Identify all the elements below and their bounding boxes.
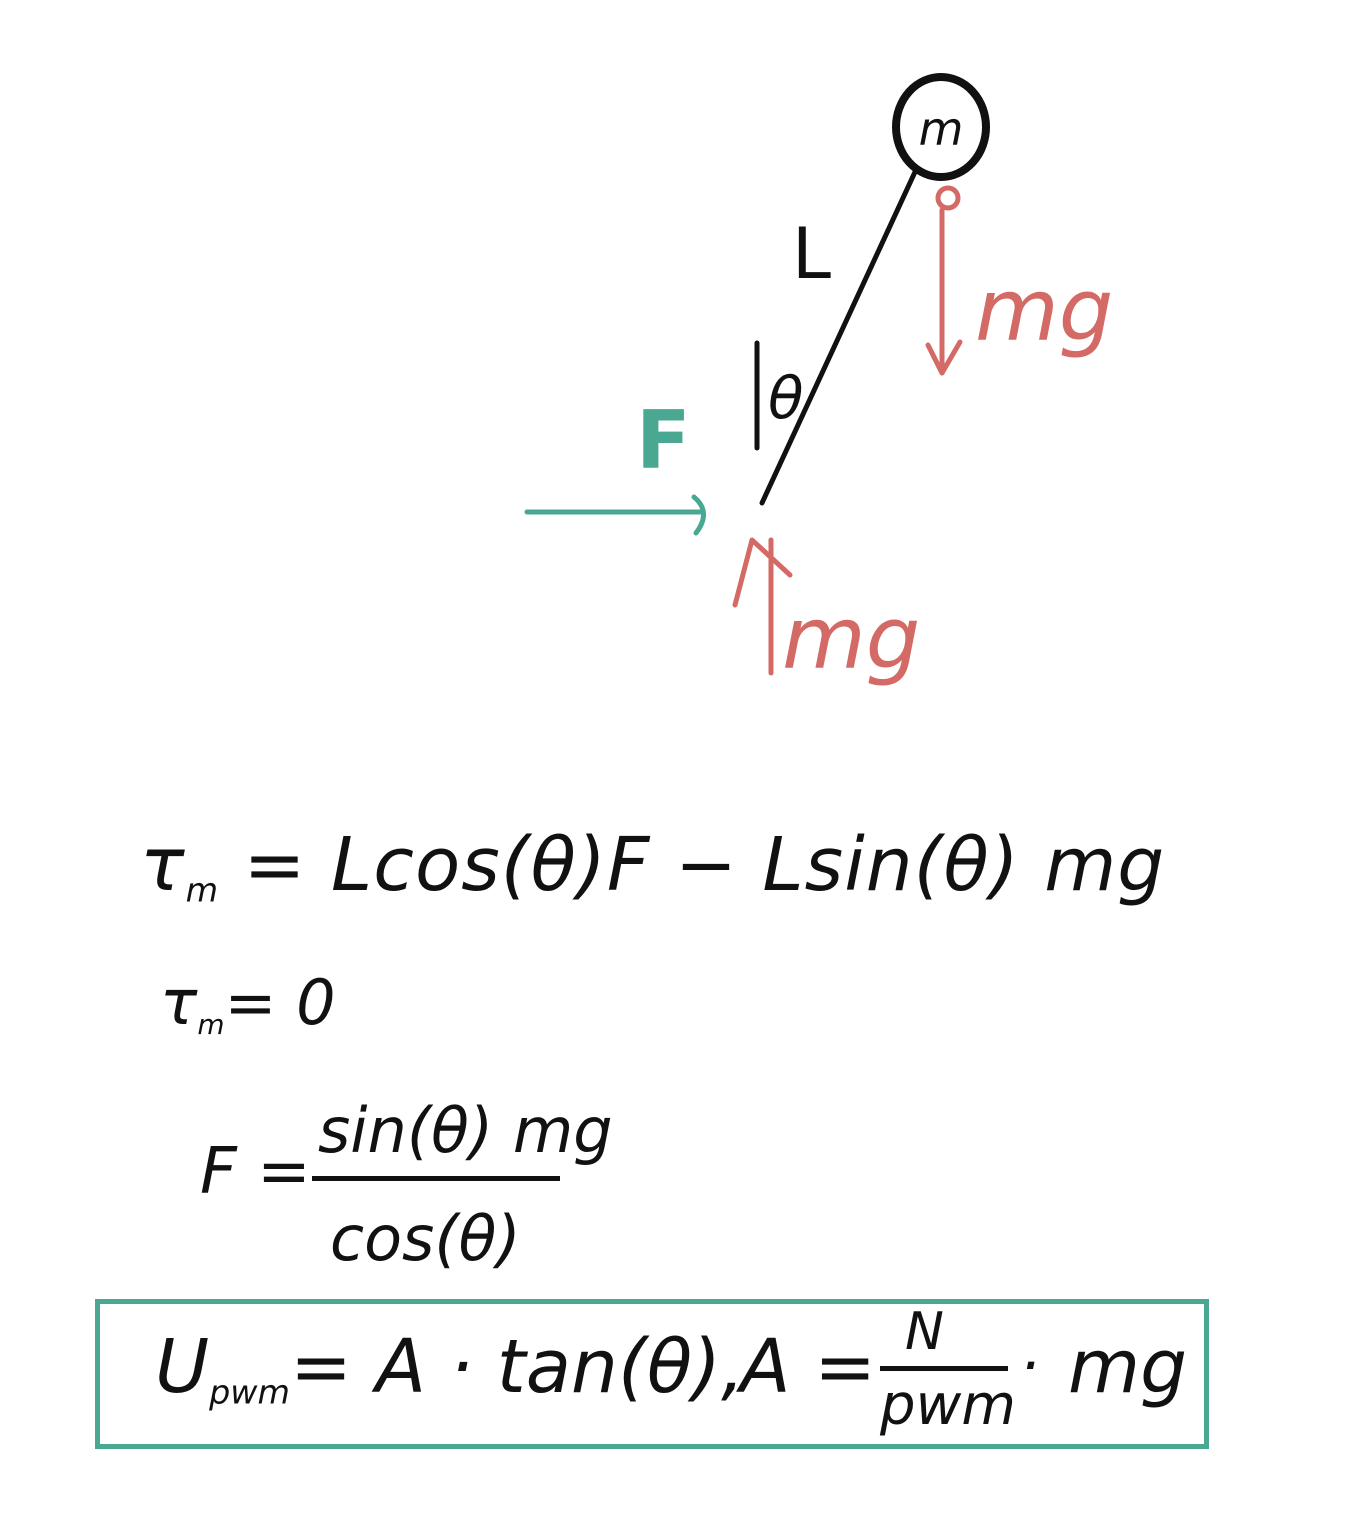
torque-equation: τm = Lcos(θ)F − Lsin(θ) mg xyxy=(140,828,1165,907)
gain-lhs: A = xyxy=(740,1324,877,1410)
gain-multiply-dot: · xyxy=(1020,1331,1040,1401)
force-solution-fraction-bar xyxy=(312,1176,560,1181)
force-solution-numerator: sin(θ) mg xyxy=(318,1094,613,1167)
pendulum-rod xyxy=(759,169,918,506)
force-solution-denominator: cos(θ) xyxy=(330,1202,521,1275)
torque-subscript: m xyxy=(185,870,219,910)
mass-circle xyxy=(892,73,990,181)
equilibrium-subscript: m xyxy=(197,1007,225,1041)
angle-label: θ xyxy=(768,364,804,432)
weight-label-top: mg xyxy=(975,261,1113,361)
force-label: F xyxy=(636,394,691,487)
equilibrium-equation: τm= 0 xyxy=(160,972,336,1039)
gain-mg: mg xyxy=(1068,1324,1188,1410)
reaction-arrow-head xyxy=(732,537,793,608)
equilibrium-rhs: = 0 xyxy=(224,966,336,1039)
length-label: L xyxy=(792,213,831,295)
torque-rhs: = Lcos(θ)F − Lsin(θ) mg xyxy=(243,822,1166,908)
weight-arrow-head-top xyxy=(925,339,963,376)
torque-symbol: τ xyxy=(140,822,186,908)
control-signal-symbol: U xyxy=(155,1324,210,1410)
gain-numerator: N xyxy=(905,1302,944,1362)
gain-denominator: pwm xyxy=(880,1373,1016,1438)
weight-label-bottom: mg xyxy=(782,589,920,689)
weight-application-point xyxy=(935,185,961,211)
control-law-equation: Upwm= A · tan(θ), xyxy=(155,1330,745,1409)
force-solution-lhs: F = xyxy=(200,1135,311,1209)
mass-label: m xyxy=(919,102,964,156)
force-arrow-head xyxy=(691,494,706,536)
equilibrium-torque-symbol: τ xyxy=(160,966,198,1039)
control-signal-subscript: pwm xyxy=(209,1372,290,1412)
result-box xyxy=(95,1299,1209,1449)
gain-fraction-bar xyxy=(880,1366,1008,1371)
control-law-rhs: = A · tan(θ), xyxy=(289,1324,745,1410)
